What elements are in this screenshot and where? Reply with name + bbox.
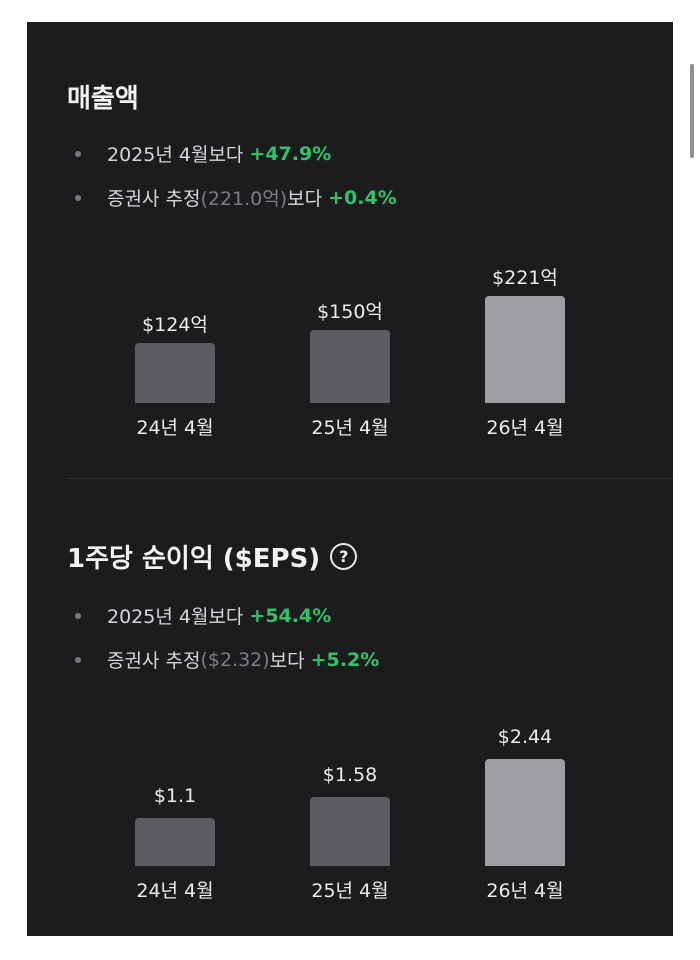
revenue-bar-value-2: $221억 (492, 267, 558, 289)
eps-estimate-change: +5.2% (310, 648, 380, 671)
scrollbar-thumb[interactable] (690, 64, 694, 158)
eps-bar-label-2: 26년 4월 (486, 880, 564, 902)
revenue-title-text: 매출액 (67, 84, 139, 114)
eps-estimate-value: ($2.32) (200, 648, 270, 671)
bullet-dot-icon (75, 194, 81, 201)
eps-bar-value-2: $2.44 (497, 726, 553, 748)
revenue-yoy-row: 2025년 4월보다 +47.9% (75, 140, 331, 167)
revenue-estimate-value: (221.0억) (200, 188, 288, 210)
revenue-estimate-prefix: 증권사 추정 (107, 188, 201, 210)
eps-estimate-row: 증권사 추정 ($2.32) 보다 +5.2% (75, 646, 379, 673)
eps-bar-value-1: $1.58 (322, 764, 378, 786)
bullet-dot-icon (75, 150, 81, 157)
eps-yoy-row: 2025년 4월보다 +54.4% (75, 602, 331, 629)
revenue-bar-1 (310, 330, 390, 403)
eps-title: 1주당 순이익 ($EPS) ? (67, 538, 358, 575)
eps-estimate-suffix: 보다 (269, 650, 305, 672)
revenue-yoy-text: 2025년 4월보다 (107, 144, 244, 166)
eps-bar-0 (135, 818, 215, 866)
revenue-section: 매출액 2025년 4월보다 +47.9% 증권사 추정 (221.0억) 보다… (27, 22, 673, 478)
eps-bar-value-0: $1.1 (153, 785, 197, 807)
revenue-bar-value-0: $124억 (142, 314, 208, 336)
eps-title-text: 1주당 순이익 ($EPS) (67, 544, 321, 574)
eps-yoy-change: +54.4% (249, 604, 332, 627)
revenue-bar-2 (485, 296, 565, 403)
eps-bar-1 (310, 797, 390, 866)
eps-estimate-prefix: 증권사 추정 (107, 650, 201, 672)
question-circle-icon[interactable]: ? (330, 543, 358, 570)
eps-bar-2 (485, 759, 565, 866)
eps-section: 1주당 순이익 ($EPS) ? 2025년 4월보다 +54.4% 증권사 추… (27, 486, 673, 936)
eps-bar-label-0: 24년 4월 (136, 880, 214, 902)
earnings-panel: 매출액 2025년 4월보다 +47.9% 증권사 추정 (221.0억) 보다… (27, 22, 673, 936)
revenue-estimate-row: 증권사 추정 (221.0억) 보다 +0.4% (75, 184, 397, 211)
revenue-bar-0 (135, 343, 215, 403)
revenue-bar-label-2: 26년 4월 (486, 417, 564, 439)
bullet-dot-icon (75, 612, 81, 619)
revenue-bar-label-0: 24년 4월 (136, 417, 214, 439)
revenue-bar-value-1: $150억 (317, 301, 383, 323)
revenue-estimate-change: +0.4% (328, 186, 397, 209)
revenue-title: 매출액 (67, 78, 139, 115)
revenue-estimate-suffix: 보다 (287, 188, 323, 210)
revenue-bar-label-1: 25년 4월 (311, 417, 389, 439)
section-divider (67, 478, 673, 479)
eps-yoy-text: 2025년 4월보다 (107, 606, 244, 628)
bullet-dot-icon (75, 656, 81, 663)
eps-bar-label-1: 25년 4월 (311, 880, 389, 902)
revenue-yoy-change: +47.9% (249, 142, 332, 165)
